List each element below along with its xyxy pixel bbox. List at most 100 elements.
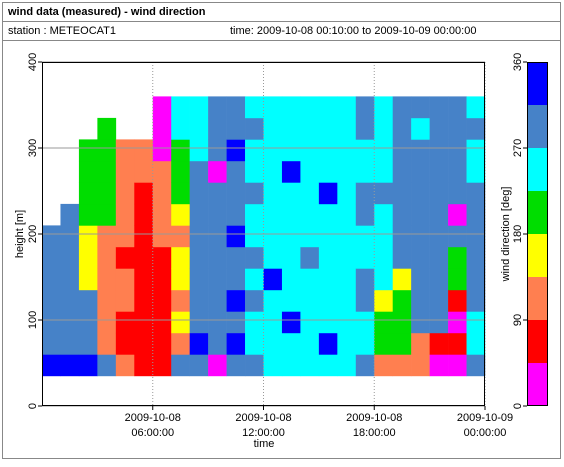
cell — [171, 246, 190, 269]
cell — [300, 332, 320, 355]
cell — [392, 117, 412, 140]
cell — [281, 246, 301, 269]
cell — [337, 203, 357, 226]
cell — [60, 203, 80, 226]
cell — [226, 139, 246, 162]
cell — [189, 311, 209, 334]
colorbar-segment — [527, 191, 548, 234]
cell — [337, 332, 357, 355]
cell — [208, 160, 227, 183]
cell — [355, 311, 375, 334]
cell — [78, 139, 98, 162]
cell — [300, 354, 320, 377]
colorbar-tick-label: 0 — [512, 403, 524, 409]
cell — [115, 182, 135, 205]
cell — [115, 139, 135, 162]
cell — [281, 311, 301, 334]
colorbar-tick-label: 90 — [512, 314, 524, 326]
cell — [171, 182, 190, 205]
cell — [226, 203, 246, 226]
colorbar-tick-label: 180 — [512, 225, 524, 243]
cell — [226, 246, 246, 269]
cell — [171, 332, 190, 355]
cell — [374, 117, 394, 140]
cell — [374, 160, 394, 183]
y-tick-label: 200 — [27, 225, 39, 243]
cell — [429, 268, 449, 291]
cell — [42, 225, 61, 248]
cell — [300, 160, 320, 183]
cell — [318, 268, 338, 291]
cell — [411, 203, 430, 226]
cell — [355, 117, 375, 140]
cell — [226, 225, 246, 248]
cell — [337, 246, 357, 269]
cell — [60, 289, 80, 312]
cell — [78, 289, 98, 312]
cell — [189, 160, 209, 183]
cell — [263, 289, 283, 312]
cell — [152, 246, 172, 269]
cell — [392, 139, 412, 162]
cell — [152, 354, 172, 377]
cell — [355, 96, 375, 119]
cell — [263, 203, 283, 226]
cell — [355, 203, 375, 226]
cell — [392, 182, 412, 205]
cell — [115, 225, 135, 248]
cell — [152, 117, 172, 140]
cell — [152, 268, 172, 291]
x-tick-label: 00:00:00 — [464, 427, 507, 439]
cell — [466, 354, 486, 377]
cell — [466, 203, 486, 226]
cell — [226, 332, 246, 355]
cell — [97, 246, 117, 269]
cell — [208, 117, 227, 140]
cell — [300, 203, 320, 226]
cell — [374, 268, 394, 291]
cell — [300, 289, 320, 312]
cell — [263, 96, 283, 119]
cell — [281, 182, 301, 205]
cell — [171, 311, 190, 334]
cell — [318, 289, 338, 312]
cell — [392, 96, 412, 119]
colorbar-segment — [527, 105, 548, 148]
cell — [411, 354, 430, 377]
cell — [245, 289, 264, 312]
cell — [392, 160, 412, 183]
cell — [189, 182, 209, 205]
cell — [78, 225, 98, 248]
cell — [60, 268, 80, 291]
cell — [429, 117, 449, 140]
cell — [115, 246, 135, 269]
cell — [318, 246, 338, 269]
cell — [263, 332, 283, 355]
cell — [466, 182, 486, 205]
cell — [134, 246, 154, 269]
cell — [337, 289, 357, 312]
cell — [318, 160, 338, 183]
cell — [152, 311, 172, 334]
cell — [281, 160, 301, 183]
colorbar-segment — [527, 62, 548, 105]
cell — [448, 246, 467, 269]
cell — [318, 182, 338, 205]
cell — [78, 354, 98, 377]
plot-border — [42, 62, 485, 406]
cell — [226, 354, 246, 377]
cell — [263, 354, 283, 377]
cell — [171, 117, 190, 140]
cell — [171, 139, 190, 162]
cell — [189, 268, 209, 291]
cell — [42, 332, 61, 355]
cell — [263, 117, 283, 140]
cell — [97, 139, 117, 162]
cell — [392, 268, 412, 291]
cell — [134, 203, 154, 226]
colorbar-segment — [527, 148, 548, 191]
cell — [392, 311, 412, 334]
cell — [429, 182, 449, 205]
cell — [355, 182, 375, 205]
cell — [466, 268, 486, 291]
